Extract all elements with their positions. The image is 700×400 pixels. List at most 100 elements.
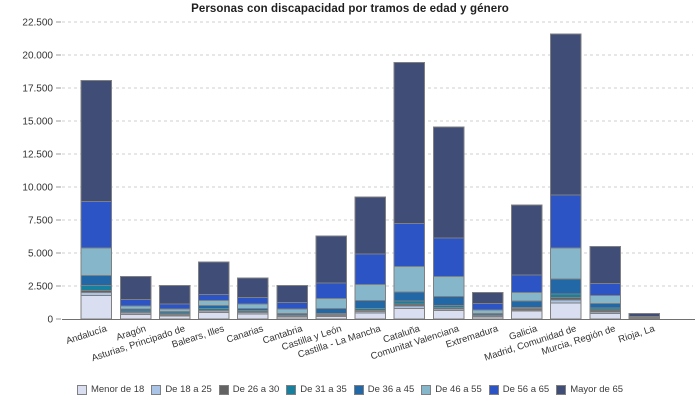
bar-segment (237, 277, 269, 298)
legend-item: De 56 a 65 (488, 384, 550, 395)
bar-segment (432, 126, 465, 239)
bar-segment (511, 204, 543, 276)
bar-segment (472, 291, 504, 304)
bar-segment (80, 294, 113, 320)
legend-label: De 46 a 55 (435, 384, 482, 395)
bar-segment (511, 274, 543, 293)
legend-label: De 36 a 45 (367, 384, 415, 395)
bar-segment (119, 313, 152, 320)
bar (550, 33, 582, 320)
bar-segment (276, 302, 308, 310)
bar-segment (511, 291, 543, 302)
bar-segment (80, 201, 113, 249)
bar-segment (511, 300, 543, 308)
legend-label: De 26 a 30 (232, 384, 280, 395)
legend-swatch (488, 384, 499, 395)
bar-segment (276, 308, 308, 314)
bar-segment (198, 299, 230, 306)
bar-segment (354, 312, 387, 320)
bar-segment (393, 307, 426, 320)
legend-swatch (353, 384, 364, 395)
bar (198, 261, 230, 320)
bar (80, 80, 113, 320)
bar-segment (393, 61, 426, 224)
x-axis-label: Rioja, La (617, 323, 657, 345)
legend-item: De 36 a 45 (353, 384, 415, 395)
bar (511, 204, 543, 320)
y-axis-label: 10.000 (22, 183, 53, 194)
bar-segment (354, 283, 387, 302)
bar-segment (198, 261, 230, 295)
bar-segment (589, 295, 621, 304)
bar-segment (237, 296, 269, 305)
bar-segment (628, 312, 660, 317)
bar-segment (589, 283, 621, 296)
legend-label: De 18 a 25 (165, 384, 212, 395)
bar-segment (237, 313, 269, 320)
bar-segment (315, 235, 347, 284)
legend-swatch (218, 384, 229, 395)
bar-segment (354, 196, 387, 255)
bar-segment (432, 295, 465, 307)
bar-segment (354, 300, 387, 309)
y-axis-label: 7.500 (28, 216, 53, 227)
legend-item: Menor de 18 (76, 384, 144, 395)
bar-segment (432, 310, 465, 320)
bar (432, 126, 465, 320)
bar (354, 196, 387, 320)
legend-swatch (151, 384, 162, 395)
legend-label: Mayor de 65 (570, 384, 624, 395)
bar (237, 277, 269, 320)
bar-segment (589, 312, 621, 320)
y-axis-label: 2.500 (28, 282, 53, 293)
bar-segment (393, 266, 426, 293)
bar (119, 275, 152, 320)
bar (472, 291, 504, 320)
legend-swatch (286, 384, 297, 395)
bar-segment (80, 284, 113, 291)
bar-segment (393, 291, 426, 302)
x-axis-label: Andalucía (65, 323, 109, 347)
legend-label: De 56 a 65 (502, 384, 550, 395)
legend-item: De 31 a 35 (286, 384, 347, 395)
bar-segment (432, 276, 465, 297)
bar-segment (550, 278, 582, 295)
bar-segment (276, 285, 308, 303)
bar-segment (80, 274, 113, 286)
legend-swatch (556, 384, 567, 395)
bar-segment (119, 275, 152, 300)
bar-segment (589, 246, 621, 285)
chart-legend: Menor de 18 De 18 a 25 De 26 a 30 De 31 a 3… (0, 384, 700, 395)
bar-segment (198, 293, 230, 301)
bar-segment (315, 282, 347, 299)
y-axis-label: 0 (47, 315, 53, 326)
chart-title: Personas con discapacidad por tramos de … (191, 3, 509, 15)
bar-segment (237, 303, 269, 309)
legend-swatch (421, 384, 432, 395)
bar-segment (158, 303, 191, 310)
bar (315, 235, 347, 320)
bar-segment (432, 237, 465, 277)
bar (393, 61, 426, 320)
bar-segment (550, 247, 582, 280)
bar-segment (550, 33, 582, 196)
bar-segment (198, 312, 230, 320)
legend-swatch (76, 384, 87, 395)
legend-item: De 26 a 30 (218, 384, 280, 395)
bar-segment (80, 247, 113, 276)
y-axis-label: 20.000 (22, 51, 53, 62)
bar-segment (315, 297, 347, 309)
bar (276, 285, 308, 320)
y-axis-label: 15.000 (22, 117, 53, 128)
bar-segment (158, 284, 191, 305)
bar-segment (550, 194, 582, 249)
y-axis-label: 5.000 (28, 249, 53, 260)
y-axis-label: 17.500 (22, 84, 53, 95)
bar-segment (119, 298, 152, 307)
legend-item: Mayor de 65 (556, 384, 623, 395)
legend-item: De 18 a 25 (151, 384, 212, 395)
y-axis-label: 12.500 (22, 150, 53, 161)
bar (589, 246, 621, 320)
bar-segment (315, 307, 347, 314)
